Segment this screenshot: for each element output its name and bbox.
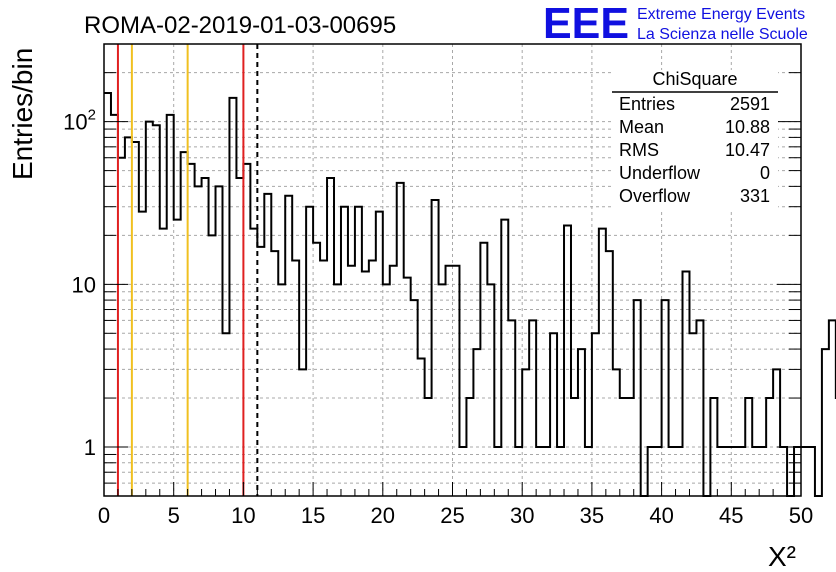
x-tick-label: 5: [168, 503, 180, 528]
stats-title: ChiSquare: [652, 69, 737, 89]
x-tick-label: 25: [440, 503, 464, 528]
histogram-outline: [104, 91, 836, 497]
x-tick-label: 10: [231, 503, 255, 528]
x-tick-label: 15: [301, 503, 325, 528]
logo-line-1: Extreme Energy Events: [637, 6, 805, 23]
x-tick-label: 50: [789, 503, 813, 528]
stats-label: RMS: [619, 140, 659, 160]
y-tick-label: 102: [63, 107, 96, 135]
stats-box: ChiSquare Entries 2591 Mean 10.88 RMS 10.47 Un…: [612, 69, 778, 210]
stats-label: Mean: [619, 117, 664, 137]
y-tick-label: 10: [72, 272, 96, 297]
logo-mark: EEE: [543, 0, 629, 48]
x-axis-label: X²: [768, 541, 796, 572]
stats-box-background: [612, 70, 778, 210]
stats-rows: Entries 2591 Mean 10.88 RMS 10.47 Underflow 0 Ov…: [619, 94, 770, 206]
reference-lines: [116, 44, 259, 496]
x-tick-label: 20: [371, 503, 395, 528]
grid: [104, 43, 801, 497]
stats-value: 331: [740, 186, 770, 206]
stats-value: 10.88: [725, 117, 770, 137]
axis-ticks: 0 5 10 15 20 25 30 35 40 45 50 1 10 102: [63, 43, 813, 528]
x-tick-label: 0: [98, 503, 110, 528]
y-axis-label: Entries/bin: [7, 48, 38, 180]
x-tick-label: 45: [719, 503, 743, 528]
y-tick-label: 1: [84, 435, 96, 460]
x-tick-label: 35: [580, 503, 604, 528]
stats-label: Overflow: [619, 186, 691, 206]
histogram-bars: [104, 91, 836, 497]
x-tick-label: 40: [649, 503, 673, 528]
stats-label: Entries: [619, 94, 675, 114]
chart-title: ROMA-02-2019-01-03-00695: [84, 12, 396, 39]
stats-label: Underflow: [619, 163, 701, 183]
stats-value: 2591: [730, 94, 770, 114]
logo-line-2: La Scienza nelle Scuole: [637, 26, 808, 43]
eee-logo: EEE Extreme Energy Events La Scienza nel…: [543, 0, 808, 48]
stats-value: 0: [760, 163, 770, 183]
x-tick-label: 30: [510, 503, 534, 528]
stats-value: 10.47: [725, 140, 770, 160]
